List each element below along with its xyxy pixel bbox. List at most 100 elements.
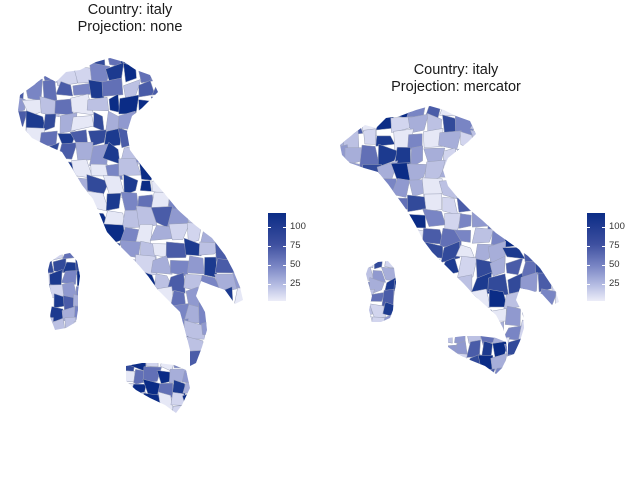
map-region (375, 223, 396, 246)
map-region (39, 162, 61, 182)
map-region (187, 159, 206, 182)
map-region (340, 258, 350, 274)
panel-title-projection: Projection: none (77, 19, 183, 35)
map-region (183, 144, 200, 161)
map-region (217, 98, 239, 114)
map-region (153, 159, 172, 182)
map-region (18, 209, 26, 223)
map-region (198, 179, 218, 194)
map-region (126, 363, 137, 372)
map-region (72, 82, 93, 96)
map-region (384, 261, 396, 269)
map-region (49, 317, 66, 330)
map-region (124, 272, 140, 293)
map-region (102, 355, 124, 366)
map-region (86, 270, 107, 294)
map-region (105, 239, 121, 263)
map-region (39, 130, 58, 147)
map-region (408, 214, 426, 229)
map-region (87, 350, 110, 366)
map-region (407, 323, 430, 344)
map-region (522, 293, 538, 309)
map-region (502, 198, 526, 216)
map-region (343, 325, 367, 343)
map-region (187, 255, 205, 275)
map-region (358, 178, 378, 198)
map-region (197, 190, 223, 211)
map-region (41, 194, 57, 210)
map-region (534, 106, 558, 120)
map-region (448, 353, 458, 369)
map-region (149, 225, 173, 241)
map-region (358, 240, 379, 264)
map-region (374, 239, 393, 263)
map-region (452, 352, 468, 372)
map-region (232, 368, 253, 388)
map-region (40, 61, 60, 83)
map-region (523, 339, 539, 356)
map-region (363, 128, 377, 145)
map-region (551, 336, 559, 356)
map-region (342, 290, 361, 312)
map-region (534, 117, 555, 132)
map-region (166, 145, 184, 164)
map-region (150, 96, 171, 118)
map-region (153, 305, 174, 321)
map-region (199, 210, 220, 228)
map-region (428, 274, 443, 295)
map-region (346, 225, 366, 248)
map-region (517, 160, 540, 182)
map-region (48, 253, 54, 262)
legend-label-75: 75 (290, 240, 301, 251)
map-region (381, 355, 398, 356)
map-region (18, 276, 27, 289)
map-region (48, 329, 54, 330)
map-region (405, 260, 425, 279)
map-region (64, 316, 78, 330)
map-region (390, 225, 410, 246)
map-region (524, 114, 542, 132)
map-region (57, 142, 78, 160)
map-region (394, 274, 413, 291)
map-regions (340, 106, 559, 374)
map-region (21, 239, 45, 259)
map-region (18, 131, 29, 150)
map-region (69, 321, 95, 339)
map-region (102, 318, 126, 339)
map-region (41, 223, 58, 244)
map-region (183, 126, 203, 150)
map-region (150, 318, 172, 336)
map-region (213, 177, 237, 199)
map-region (535, 319, 557, 345)
map-region (49, 253, 63, 262)
map-region (18, 307, 30, 325)
map-region (21, 353, 45, 366)
map-region (198, 58, 217, 63)
map-region (376, 320, 399, 344)
map-region (48, 257, 55, 275)
map-region (552, 106, 559, 115)
map-region (550, 112, 559, 129)
panel-title-country: Country: italy (87, 2, 173, 18)
map-region (23, 206, 40, 228)
legend-label-50: 50 (290, 259, 301, 270)
map-region (108, 93, 120, 113)
map-region (454, 147, 479, 164)
map-region (7, 368, 30, 388)
map-region (406, 242, 426, 261)
legend-label-50: 50 (609, 259, 620, 270)
map-region (456, 106, 474, 117)
map-region (165, 58, 188, 71)
map-region (456, 255, 478, 281)
map-region (23, 58, 45, 68)
map-region (391, 306, 412, 329)
map-region (503, 106, 525, 117)
map-region (505, 257, 524, 276)
map-region (18, 222, 24, 246)
map-region (70, 115, 95, 132)
map-region (92, 319, 105, 340)
map-region (231, 354, 243, 366)
map-region (118, 94, 140, 115)
map-region (340, 211, 350, 226)
map-region (487, 160, 510, 181)
